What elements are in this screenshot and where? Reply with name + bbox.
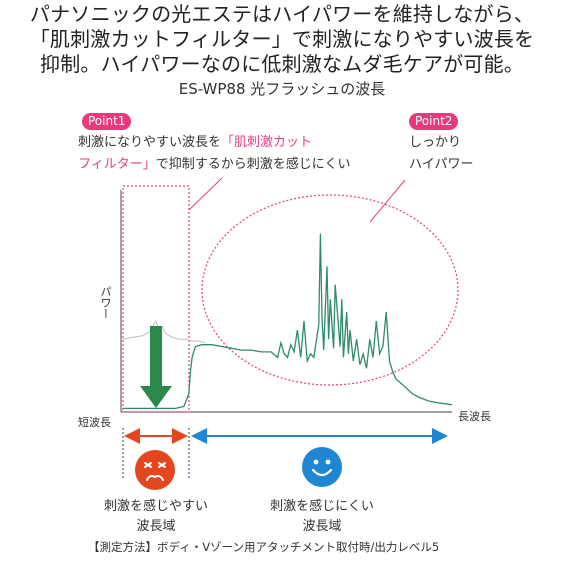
chart-title: ES-WP88 光フラッシュの波長 xyxy=(178,80,386,98)
filter-down-arrow xyxy=(140,326,172,408)
point1-text-line-2: フィルター」で抑制するから刺激を感じにくい xyxy=(78,154,351,176)
left-region-label-line-2: 波長域 xyxy=(136,519,176,534)
point1-text-rest: で抑制するから刺激を感じにくい xyxy=(155,157,351,172)
right-region-label-line-2: 波長域 xyxy=(302,519,342,534)
emitted-wavelength-line xyxy=(123,233,453,410)
point1-badge: Point1 xyxy=(82,113,132,130)
happy-face-icon xyxy=(302,447,342,487)
point1-filter-box xyxy=(122,185,190,413)
headline-line-3: 抑制。ハイパワーなのに低刺激なムダ毛ケアが可能。 xyxy=(40,52,524,76)
left-region-label-line-1: 刺激を感じやすい xyxy=(103,499,208,514)
left-region-label: 刺激を感じやすい 波長域 xyxy=(86,497,226,537)
right-region-label: 刺激を感じにくい 波長域 xyxy=(252,497,392,537)
point2-text-line-2: ハイパワー xyxy=(409,157,474,172)
point1-leader-line xyxy=(188,177,223,211)
x-axis-label-left: 短波長 xyxy=(78,416,111,429)
right-region-label-line-1: 刺激を感じにくい xyxy=(270,499,374,514)
point2-badge: Point2 xyxy=(409,113,459,130)
point2-text-line-1: しっかり xyxy=(409,135,462,150)
point1-text-line-1: 刺激になりやすい波長を「肌刺激カット xyxy=(78,132,312,154)
headline-line-1: パナソニックの光エステはハイパワーを維持しながら、 xyxy=(29,2,535,26)
point1-text-highlight-b: フィルター」 xyxy=(78,157,156,172)
point2-leader-line xyxy=(369,179,406,223)
point1-text-highlight-a: 「肌刺激カット xyxy=(221,135,313,150)
filtered-wavelength-line xyxy=(122,319,206,344)
x-axis-label-right: 長波長 xyxy=(458,410,491,423)
y-axis-label: パワー xyxy=(99,286,112,319)
point1-text-prefix: 刺激になりやすい波長を xyxy=(78,135,222,150)
measurement-note: 【測定方法】ボディ・Vゾーン用アタッチメント取付時/出力レベル5 xyxy=(88,540,440,554)
headline: パナソニックの光エステはハイパワーを維持しながら、 「肌刺激カットフィルター」で… xyxy=(0,2,564,77)
headline-line-2: 「肌刺激カットフィルター」で刺激になりやすい波長を xyxy=(29,27,535,51)
point2-power-ellipse xyxy=(201,194,459,386)
sad-face-icon xyxy=(135,450,175,490)
